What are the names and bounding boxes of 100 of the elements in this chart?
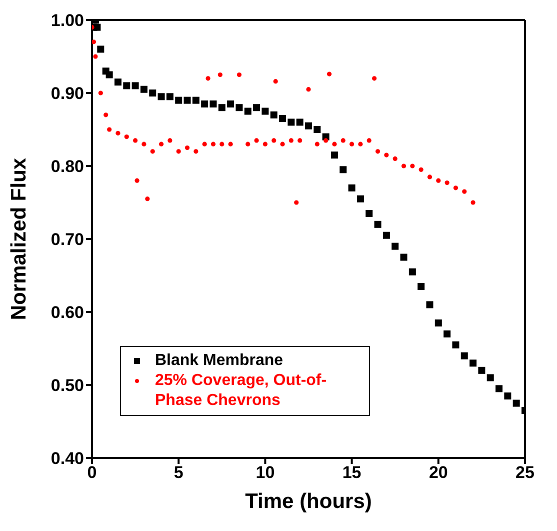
point bbox=[134, 178, 140, 183]
point bbox=[262, 108, 269, 115]
point bbox=[184, 145, 190, 150]
point bbox=[158, 142, 164, 146]
point bbox=[98, 90, 103, 96]
point bbox=[340, 138, 346, 143]
point bbox=[288, 138, 294, 143]
y-tick-label: 0.80 bbox=[50, 157, 84, 176]
y-tick-label: 0.40 bbox=[50, 449, 84, 468]
point bbox=[305, 122, 312, 130]
point bbox=[114, 78, 122, 86]
x-tick-label: 10 bbox=[256, 463, 275, 482]
y-tick-label: 0.50 bbox=[50, 376, 84, 396]
point bbox=[460, 352, 468, 360]
point bbox=[436, 178, 441, 183]
point bbox=[453, 186, 458, 190]
point bbox=[201, 100, 208, 108]
point bbox=[150, 149, 155, 154]
point bbox=[444, 180, 450, 186]
point bbox=[280, 142, 285, 146]
point bbox=[107, 127, 112, 132]
point bbox=[218, 104, 226, 112]
point bbox=[270, 111, 278, 118]
point bbox=[372, 76, 377, 81]
point bbox=[470, 200, 476, 205]
point bbox=[366, 210, 373, 217]
point bbox=[512, 400, 520, 407]
point bbox=[176, 149, 181, 154]
y-tick-label: 1.00 bbox=[50, 11, 84, 30]
point bbox=[470, 360, 477, 367]
legend-label: 25% Coverage, Out-of-Phase Chevrons bbox=[155, 371, 328, 411]
point bbox=[158, 93, 165, 100]
y-tick-label: 0.90 bbox=[50, 84, 84, 104]
point bbox=[288, 118, 295, 126]
point bbox=[92, 40, 96, 44]
point bbox=[358, 142, 363, 146]
point bbox=[375, 149, 380, 154]
y-axis-title: Normalized Flux bbox=[7, 158, 30, 320]
x-tick-label: 15 bbox=[342, 463, 362, 482]
point bbox=[418, 282, 425, 290]
point bbox=[123, 82, 130, 90]
point bbox=[93, 54, 98, 59]
point bbox=[124, 134, 129, 140]
point bbox=[324, 138, 328, 143]
point bbox=[392, 156, 398, 161]
point bbox=[384, 152, 389, 158]
point bbox=[94, 24, 101, 31]
point bbox=[168, 138, 172, 143]
point bbox=[426, 301, 434, 308]
point bbox=[133, 138, 138, 143]
point bbox=[116, 130, 120, 136]
point bbox=[227, 100, 234, 108]
point bbox=[382, 232, 390, 239]
point bbox=[210, 142, 216, 146]
point bbox=[254, 138, 259, 143]
point bbox=[210, 100, 217, 108]
y-tick-label: 0.70 bbox=[50, 230, 84, 250]
point bbox=[326, 72, 332, 76]
point bbox=[273, 79, 278, 84]
y-tick-label: 0.60 bbox=[50, 303, 84, 322]
x-tick-label: 0 bbox=[87, 463, 97, 482]
point bbox=[348, 184, 356, 192]
point bbox=[356, 195, 364, 202]
point bbox=[175, 96, 182, 104]
point bbox=[218, 72, 222, 78]
point bbox=[236, 104, 243, 112]
point bbox=[401, 164, 406, 168]
x-tick-label: 25 bbox=[516, 463, 534, 482]
point bbox=[253, 104, 260, 112]
point bbox=[496, 385, 503, 392]
point bbox=[452, 341, 460, 348]
point bbox=[97, 46, 104, 53]
point bbox=[340, 166, 347, 174]
point bbox=[244, 108, 252, 115]
point bbox=[104, 112, 108, 118]
point bbox=[142, 142, 146, 146]
point bbox=[408, 268, 416, 276]
point bbox=[140, 86, 148, 93]
point bbox=[400, 254, 408, 261]
point bbox=[298, 138, 302, 143]
point bbox=[434, 319, 442, 326]
point bbox=[418, 167, 424, 172]
point bbox=[206, 76, 210, 81]
point bbox=[296, 118, 304, 126]
x-axis-title: Time (hours) bbox=[245, 490, 372, 513]
point bbox=[314, 126, 321, 133]
point bbox=[350, 142, 354, 146]
point bbox=[272, 138, 276, 143]
point bbox=[246, 142, 250, 146]
point bbox=[410, 164, 415, 168]
point bbox=[374, 220, 382, 228]
point bbox=[504, 392, 512, 400]
point bbox=[330, 152, 338, 159]
point bbox=[184, 96, 191, 104]
point bbox=[145, 196, 150, 202]
point bbox=[462, 189, 467, 194]
point bbox=[192, 96, 200, 104]
point bbox=[486, 374, 494, 382]
point bbox=[306, 87, 311, 92]
point bbox=[202, 142, 207, 146]
